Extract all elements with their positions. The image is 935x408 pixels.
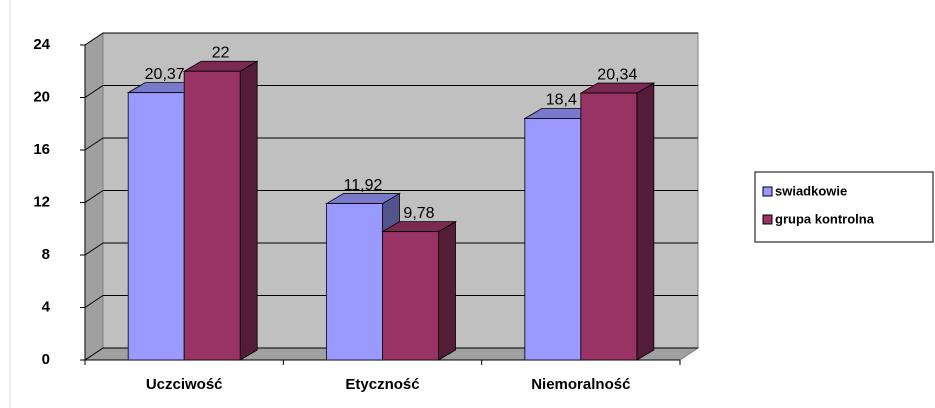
side-grid-line xyxy=(84,347,104,361)
bar-front xyxy=(326,203,383,361)
bar-front xyxy=(127,92,185,361)
value-label: 18,4 xyxy=(546,92,577,109)
side-grid-line xyxy=(84,85,104,98)
side-grid-line xyxy=(84,137,104,151)
legend-swatch xyxy=(762,186,773,197)
value-label: 11,92 xyxy=(344,177,383,194)
side-grid-line xyxy=(84,190,104,203)
legend-label: swiadkowie xyxy=(775,183,847,198)
side-grid-line xyxy=(84,242,104,256)
value-label: 22 xyxy=(212,44,230,61)
x-tick-label: Niemoralność xyxy=(531,376,630,393)
side-grid-line xyxy=(84,295,104,308)
y-tick-label: 12 xyxy=(33,193,50,210)
x-tick-label: Etyczność xyxy=(345,376,419,393)
value-label: 9,78 xyxy=(403,205,434,222)
bar-side xyxy=(438,220,456,361)
bar xyxy=(381,220,457,361)
value-label: 20,34 xyxy=(597,66,637,83)
bar xyxy=(579,82,656,361)
y-tick-label: 16 xyxy=(33,141,50,158)
bar xyxy=(182,60,259,361)
side-grid-line xyxy=(84,32,104,46)
x-tick-label: Uczciwość xyxy=(146,376,223,393)
y-tick-label: 20 xyxy=(33,88,50,105)
y-tick-label: 24 xyxy=(33,36,50,53)
bar-side xyxy=(239,60,258,361)
bar-front xyxy=(183,70,241,361)
bar-front xyxy=(382,231,439,361)
value-label: 20,37 xyxy=(145,66,185,83)
bar-front xyxy=(580,92,638,361)
legend-swatch xyxy=(762,214,773,225)
bar-side xyxy=(636,82,655,361)
bar-front xyxy=(524,118,582,361)
legend-box xyxy=(754,171,934,243)
y-tick-label: 0 xyxy=(42,351,50,368)
y-tick-label: 4 xyxy=(42,298,51,315)
y-tick-label: 8 xyxy=(42,246,50,263)
legend-label: grupa kontrolna xyxy=(775,211,875,226)
